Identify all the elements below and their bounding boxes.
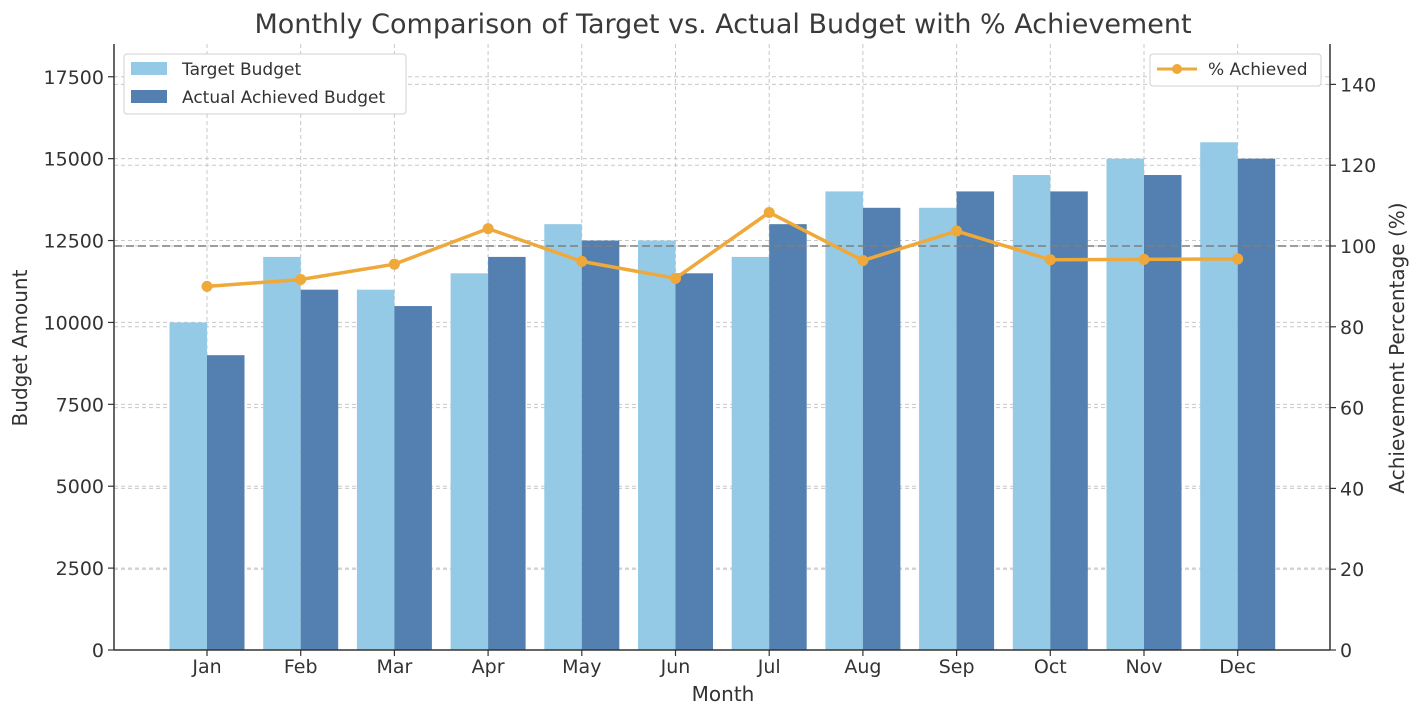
y2-tick-label: 20 xyxy=(1340,559,1364,581)
y2-tick-label: 100 xyxy=(1340,236,1376,258)
legend-right: % Achieved xyxy=(1149,53,1322,87)
y-axis-label: Budget Amount xyxy=(8,269,32,426)
y-tick-label: 12500 xyxy=(44,231,104,253)
legend-label-achieved: % Achieved xyxy=(1208,60,1308,80)
y-tick-label: 17500 xyxy=(44,67,104,89)
achievement-point-feb xyxy=(295,274,307,286)
y2-axis-label: Achievement Percentage (%) xyxy=(1385,202,1409,493)
y2-tick-label: 60 xyxy=(1340,398,1364,420)
axes xyxy=(113,44,1331,651)
achievement-point-jul xyxy=(763,206,775,218)
x-tick-labels: Jan Feb Mar Apr May Jun Jul Aug Sep Oct Nov Dec xyxy=(191,650,1256,678)
bar-actual-apr xyxy=(488,256,526,650)
left-y-tick-labels: 0 2500 5000 7500 10000 12500 15000 17500 xyxy=(44,67,114,662)
achievement-line-series xyxy=(201,206,1244,292)
achievement-point-jun xyxy=(670,272,681,284)
achievement-point-apr xyxy=(482,223,494,235)
legend-right-frame xyxy=(1149,53,1322,87)
legend-swatch-target xyxy=(131,62,167,75)
bar-target-jan xyxy=(169,322,207,650)
bar-actual-oct xyxy=(1050,191,1088,651)
bar-actual-mar xyxy=(394,306,432,650)
achievement-point-oct xyxy=(1044,254,1056,266)
x-tick-label: Mar xyxy=(376,656,412,678)
y2-tick-label: 40 xyxy=(1340,478,1364,500)
chart-title: Monthly Comparison of Target vs. Actual … xyxy=(254,9,1191,40)
bar-actual-jul xyxy=(769,224,807,650)
x-tick-label: Apr xyxy=(472,656,505,678)
x-tick-label: Feb xyxy=(284,656,318,678)
legend-left-frame xyxy=(123,53,407,115)
achievement-line xyxy=(206,210,1238,289)
bar-target-dec xyxy=(1200,142,1238,650)
legend-left: Target Budget Actual Achieved Budget xyxy=(123,53,407,115)
bar-target-nov xyxy=(1106,158,1144,650)
bar-target-sep xyxy=(919,207,957,650)
achievement-point-jan xyxy=(201,280,213,292)
legend-label-target: Target Budget xyxy=(181,60,301,80)
bar-target-mar xyxy=(356,289,395,650)
x-tick-label: Nov xyxy=(1125,656,1162,678)
x-tick-label: May xyxy=(562,656,601,678)
legend-label-actual: Actual Achieved Budget xyxy=(182,88,385,108)
bar-actual-jun xyxy=(675,273,713,650)
x-tick-label: Oct xyxy=(1034,656,1067,678)
achievement-point-mar xyxy=(388,258,400,270)
x-tick-label: Jun xyxy=(660,656,691,678)
y2-tick-label: 0 xyxy=(1340,640,1352,662)
bar-actual-dec xyxy=(1237,158,1276,650)
y-tick-label: 7500 xyxy=(56,394,104,416)
achievement-point-dec xyxy=(1232,253,1244,265)
bar-actual-nov xyxy=(1144,175,1182,650)
y-tick-label: 15000 xyxy=(44,149,104,171)
x-axis-label: Month xyxy=(692,682,755,706)
bar-actual-aug xyxy=(862,207,901,650)
y2-tick-label: 140 xyxy=(1340,74,1376,96)
y2-tick-label: 120 xyxy=(1340,155,1376,177)
x-tick-label: Jul xyxy=(757,656,781,678)
x-tick-label: Aug xyxy=(844,656,881,678)
bar-target-aug xyxy=(825,191,863,651)
x-tick-label: Dec xyxy=(1219,656,1256,678)
achievement-point-sep xyxy=(951,225,963,237)
achievement-point-may xyxy=(576,255,588,267)
bar-target-may xyxy=(544,224,582,650)
bar-target-apr xyxy=(450,273,489,650)
y-tick-label: 5000 xyxy=(56,476,104,498)
legend-swatch-actual xyxy=(131,90,167,103)
y2-tick-label: 80 xyxy=(1340,317,1364,339)
x-tick-label: Jan xyxy=(191,656,221,678)
x-tick-label: Sep xyxy=(939,656,975,678)
bar-actual-jan xyxy=(207,355,245,650)
y-tick-label: 2500 xyxy=(56,558,104,580)
achievement-point-nov xyxy=(1138,253,1150,265)
bar-target-jul xyxy=(731,256,770,650)
right-y-tick-labels: 0 20 40 60 80 100 120 140 xyxy=(1330,74,1376,662)
bar-actual-sep xyxy=(956,191,995,651)
y-tick-label: 0 xyxy=(92,640,104,662)
y-tick-label: 10000 xyxy=(44,312,104,334)
bar-actual-may xyxy=(581,240,620,651)
legend-marker-achieved xyxy=(1172,64,1182,74)
bar-target-feb xyxy=(263,256,301,650)
bar-series xyxy=(169,142,1276,651)
bar-actual-feb xyxy=(300,289,339,650)
bar-target-jun xyxy=(638,240,676,651)
achievement-point-aug xyxy=(857,255,869,267)
